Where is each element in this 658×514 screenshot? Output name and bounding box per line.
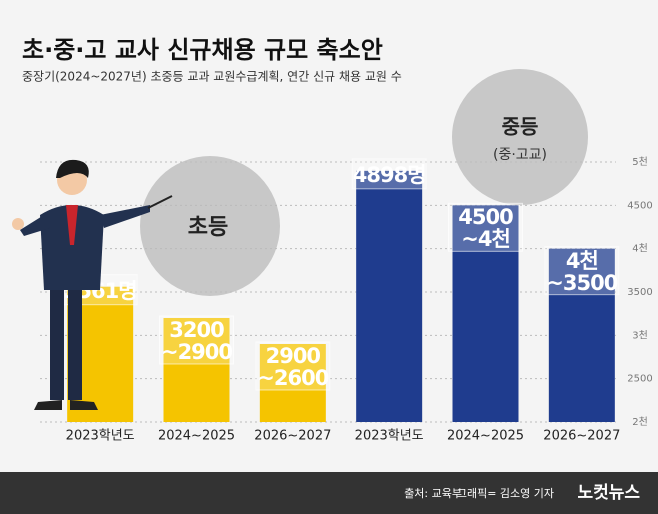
- credit: 그래픽= 김소영 기자: [457, 487, 554, 500]
- y-tick-label: 3천: [632, 329, 648, 341]
- value-label-wrap: 3200 ~2900: [160, 318, 233, 365]
- chart-title: 초·중·고 교사 신규채용 규모 축소안: [22, 36, 383, 64]
- group-label: 초등: [188, 215, 228, 240]
- value-label-wrap: 2900 ~2600: [257, 344, 329, 391]
- value-label-box: [159, 315, 234, 365]
- y-tick-label: 5천: [632, 156, 648, 168]
- value-label: 3200 ~2900: [160, 318, 233, 365]
- y-tick-label: 3500: [627, 287, 652, 298]
- x-tick-label: 2023학년도: [66, 429, 135, 444]
- x-tick-label: 2026~2027: [254, 429, 331, 444]
- y-tick-label: 2천: [632, 416, 648, 428]
- x-tick-label: 2024~2025: [158, 429, 235, 444]
- y-tick-label: 2500: [627, 374, 652, 385]
- bar: [452, 205, 519, 422]
- value-label-box: [448, 202, 523, 252]
- group-circle: [452, 69, 588, 205]
- footer-band: [0, 472, 658, 514]
- value-label: 4898명: [352, 162, 427, 187]
- group-circle: [140, 156, 280, 296]
- value-label-wrap: 4천 ~3500: [546, 248, 618, 295]
- bar: [548, 248, 615, 422]
- teacher-illustration: [12, 159, 173, 410]
- value-label: 2900 ~2600: [257, 344, 329, 391]
- value-label: 4500 ~4천: [458, 205, 513, 252]
- bar: [163, 318, 230, 422]
- x-tick-label: 2026~2027: [543, 429, 620, 444]
- value-label-box: [351, 158, 427, 190]
- value-label-wrap: 4500 ~4천: [458, 205, 513, 252]
- group-label: 중등: [502, 115, 539, 139]
- group-sublabel: (중·고교): [493, 147, 547, 163]
- value-label: 4천 ~3500: [546, 248, 618, 295]
- y-tick-label: 4천: [632, 243, 648, 255]
- x-tick-label: 2024~2025: [447, 429, 524, 444]
- value-label-wrap: 4898명: [352, 162, 427, 187]
- value-label-box: [544, 246, 620, 296]
- chart-subtitle: 중장기(2024~2027년) 초중등 교과 교원수급계획, 연간 신규 채용 …: [22, 70, 402, 84]
- bar: [356, 170, 423, 422]
- bar: [259, 344, 326, 422]
- value-label-box: [255, 341, 331, 391]
- plot: 2천25003천35004천45005천2023학년도3561명2024~202…: [40, 156, 653, 444]
- x-tick-label: 2023학년도: [355, 429, 424, 444]
- y-tick-label: 4500: [627, 200, 652, 211]
- brand: 노컷뉴스: [577, 483, 640, 503]
- source: 출처: 교육부: [404, 487, 462, 500]
